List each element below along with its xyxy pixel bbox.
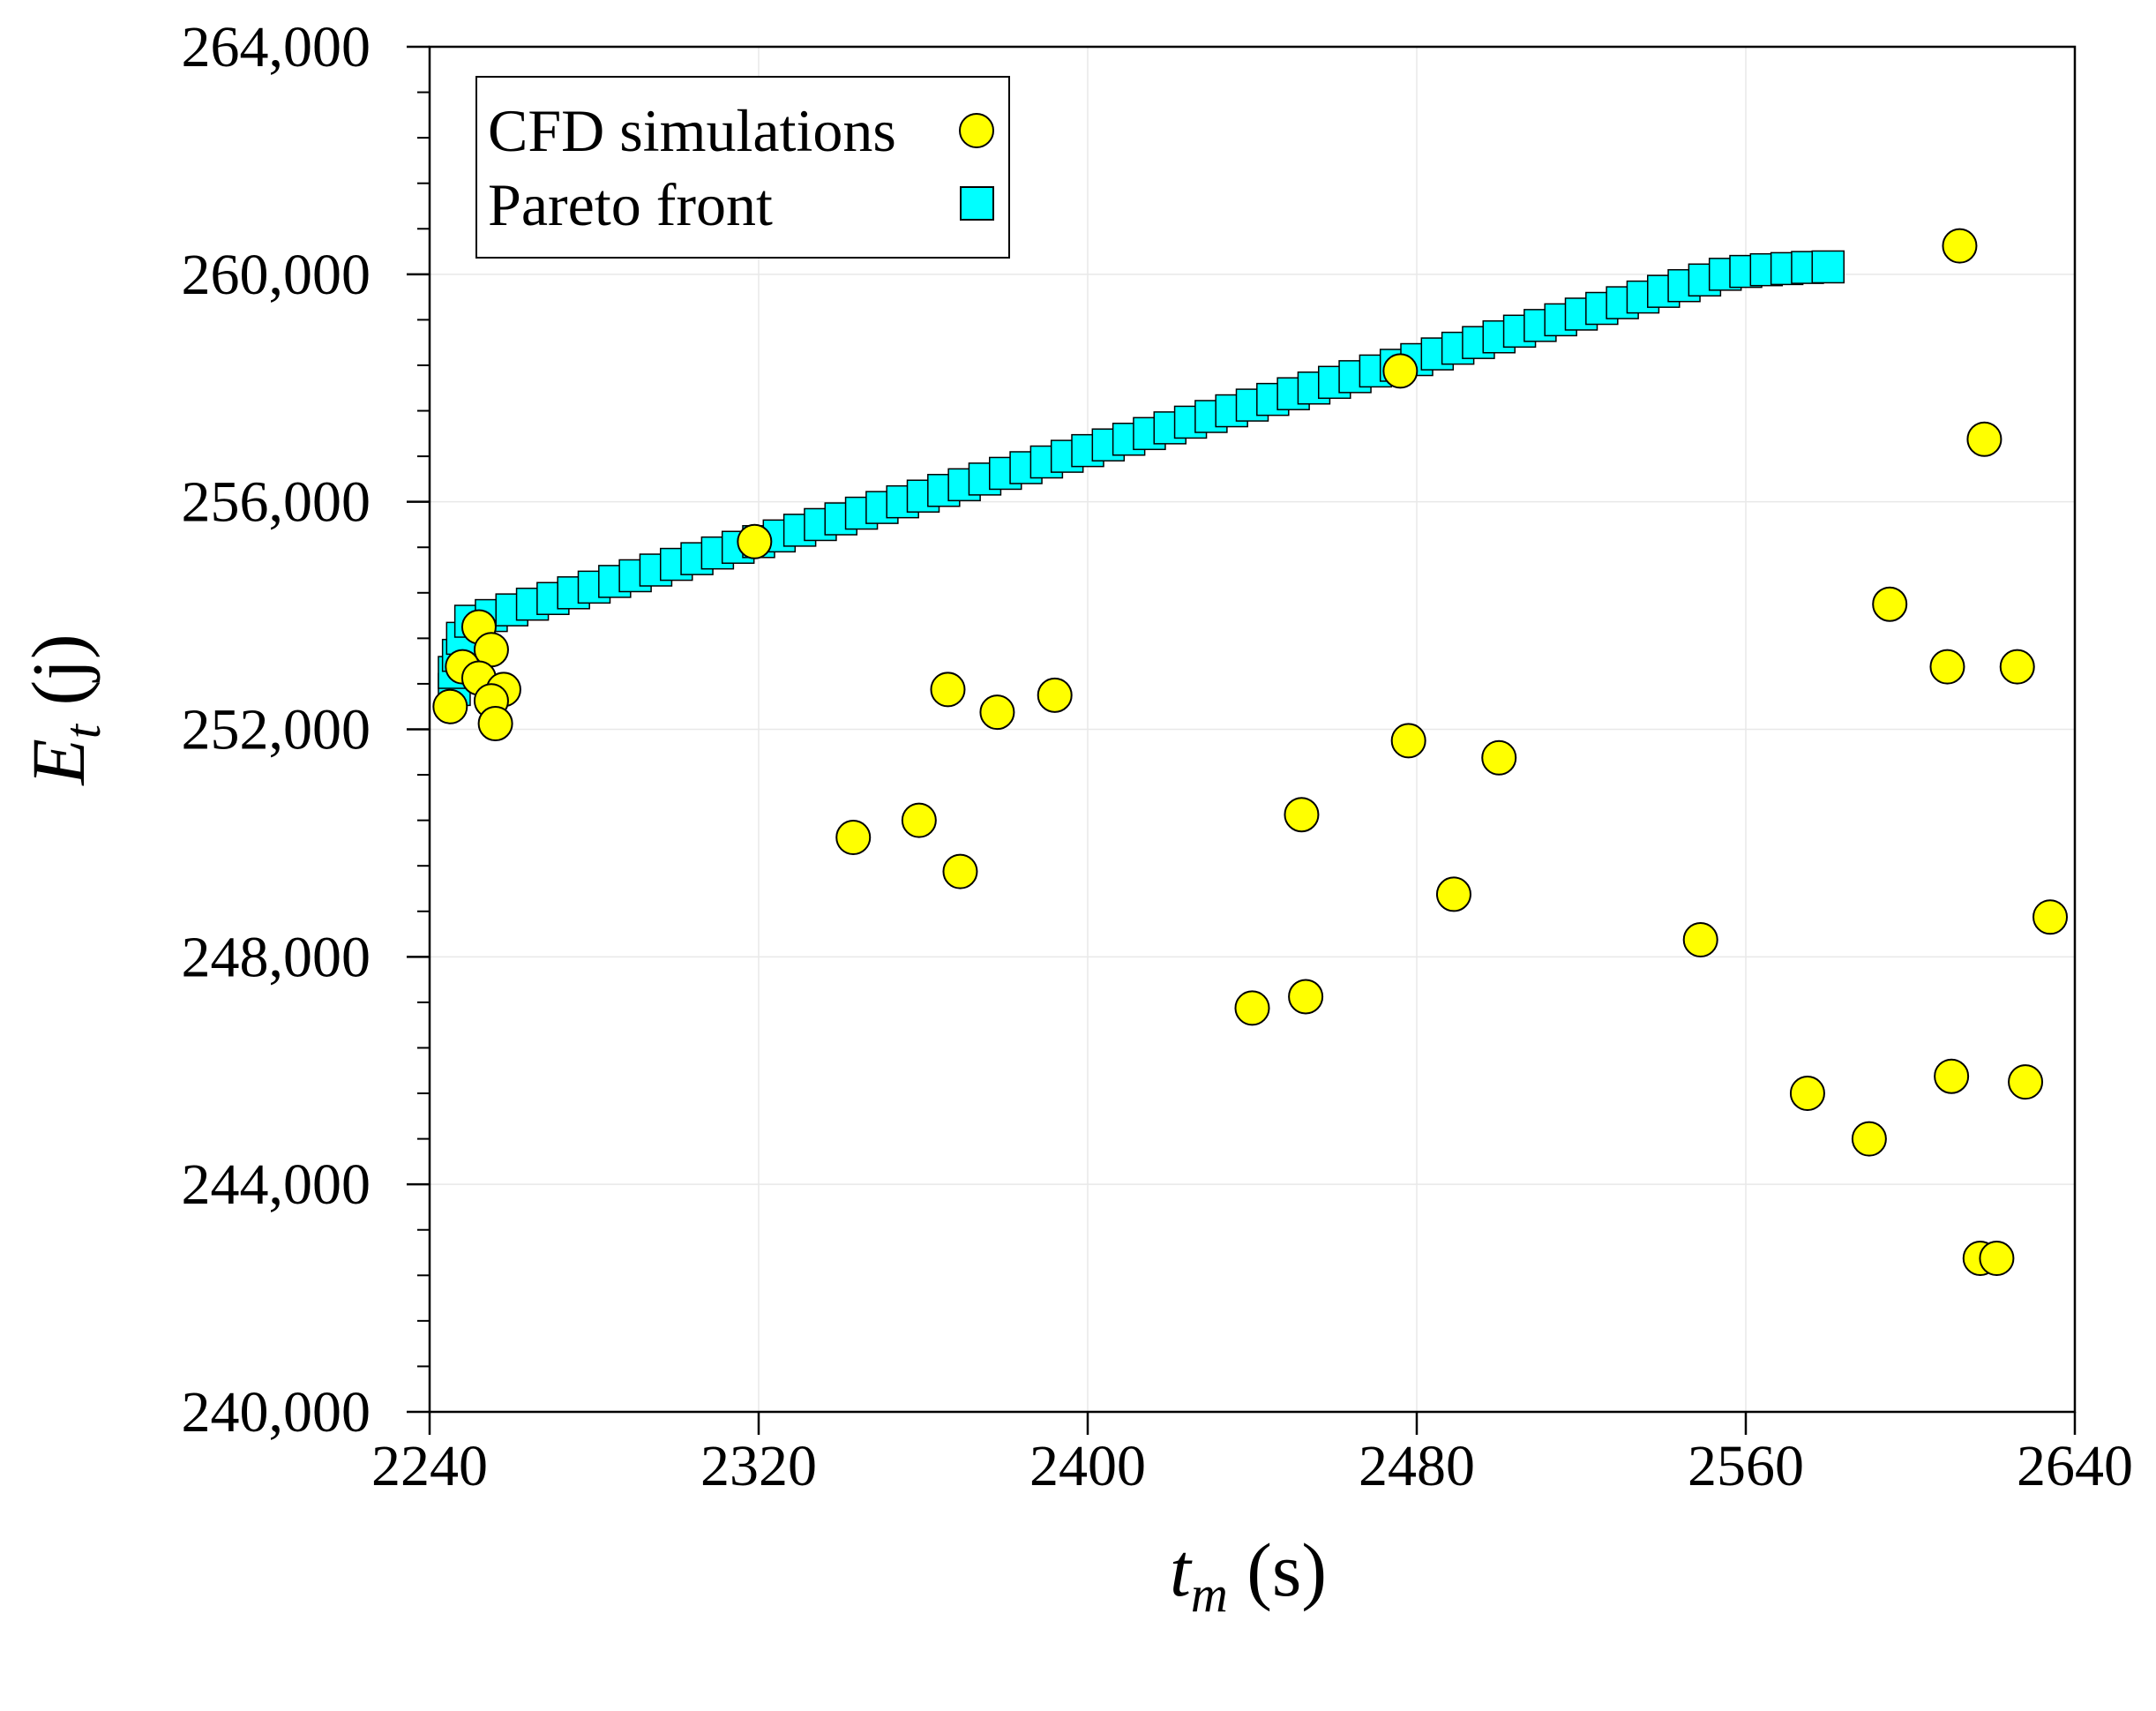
y-tick-label: 252,000 bbox=[182, 698, 371, 762]
y-axis-title: Et (j) bbox=[16, 634, 111, 786]
cfd-simulation-point bbox=[2032, 899, 2069, 935]
x-tick-label: 2640 bbox=[2017, 1434, 2133, 1498]
series-pareto-front bbox=[438, 250, 1845, 707]
legend-label-pareto-front: Pareto front bbox=[488, 171, 773, 238]
x-tick-label: 2400 bbox=[1029, 1434, 1146, 1498]
y-tick-label: 244,000 bbox=[182, 1152, 371, 1217]
cfd-simulation-point bbox=[1966, 421, 2003, 457]
x-tick-label: 2480 bbox=[1359, 1434, 1475, 1498]
y-tick-label: 264,000 bbox=[182, 15, 371, 79]
cfd-simulation-point bbox=[979, 694, 1015, 731]
cfd-simulation-point bbox=[1929, 649, 1965, 685]
cfd-simulation-point bbox=[1789, 1076, 1825, 1112]
cfd-simulation-point bbox=[737, 523, 773, 559]
x-axis-title: tm (s) bbox=[1170, 1527, 1327, 1623]
cfd-simulation-point bbox=[432, 688, 468, 724]
y-tick-label: 260,000 bbox=[182, 243, 371, 307]
cfd-simulation-point bbox=[1872, 586, 1908, 622]
cfd-simulation-point bbox=[1284, 797, 1320, 833]
cfd-simulation-point bbox=[1382, 353, 1419, 389]
y-tick-label: 240,000 bbox=[182, 1380, 371, 1445]
cfd-simulation-point bbox=[835, 819, 872, 855]
cfd-simulation-point bbox=[2008, 1064, 2044, 1100]
pareto-front-point bbox=[1811, 250, 1845, 284]
legend-box bbox=[475, 76, 1010, 259]
cfd-simulation-point bbox=[1999, 649, 2035, 685]
cfd-simulation-point bbox=[1288, 979, 1324, 1015]
y-tick-label: 248,000 bbox=[182, 925, 371, 989]
x-tick-label: 2560 bbox=[1688, 1434, 1804, 1498]
cfd-simulation-point bbox=[1037, 677, 1073, 713]
x-tick-label: 2240 bbox=[371, 1434, 488, 1498]
cfd-simulation-point bbox=[1481, 739, 1517, 776]
y-axis-tick-labels: 240,000 244,000 248,000 252,000 256,000 260,0… bbox=[182, 15, 371, 1445]
axis-ticks bbox=[407, 45, 2077, 1435]
series-cfd-simulations bbox=[432, 228, 2069, 1276]
cfd-simulation-point bbox=[1682, 921, 1718, 957]
data-series bbox=[432, 228, 2069, 1276]
cfd-simulation-point bbox=[930, 672, 966, 708]
legend: CFD simulations Pareto front bbox=[475, 76, 1010, 259]
cfd-simulation-point bbox=[901, 802, 937, 838]
y-tick-label: 256,000 bbox=[182, 470, 371, 535]
legend-marker-pareto-front bbox=[960, 186, 994, 221]
legend-marker-cfd-simulations bbox=[959, 113, 994, 148]
cfd-simulation-point bbox=[1435, 876, 1471, 912]
cfd-simulation-point bbox=[1934, 1058, 1970, 1094]
cfd-simulation-point bbox=[1942, 228, 1978, 264]
cfd-simulation-point bbox=[1851, 1121, 1887, 1157]
cfd-simulation-point bbox=[1979, 1240, 2015, 1276]
cfd-simulation-point bbox=[477, 706, 513, 742]
legend-label-cfd-simulations: CFD simulations bbox=[488, 97, 896, 164]
cfd-simulation-point bbox=[942, 853, 978, 889]
x-tick-label: 2320 bbox=[700, 1434, 817, 1498]
x-axis-tick-labels: 2240 2320 2400 2480 2560 2640 bbox=[371, 1434, 2133, 1498]
cfd-simulation-point bbox=[1234, 990, 1270, 1026]
cfd-simulation-point bbox=[1390, 723, 1426, 759]
